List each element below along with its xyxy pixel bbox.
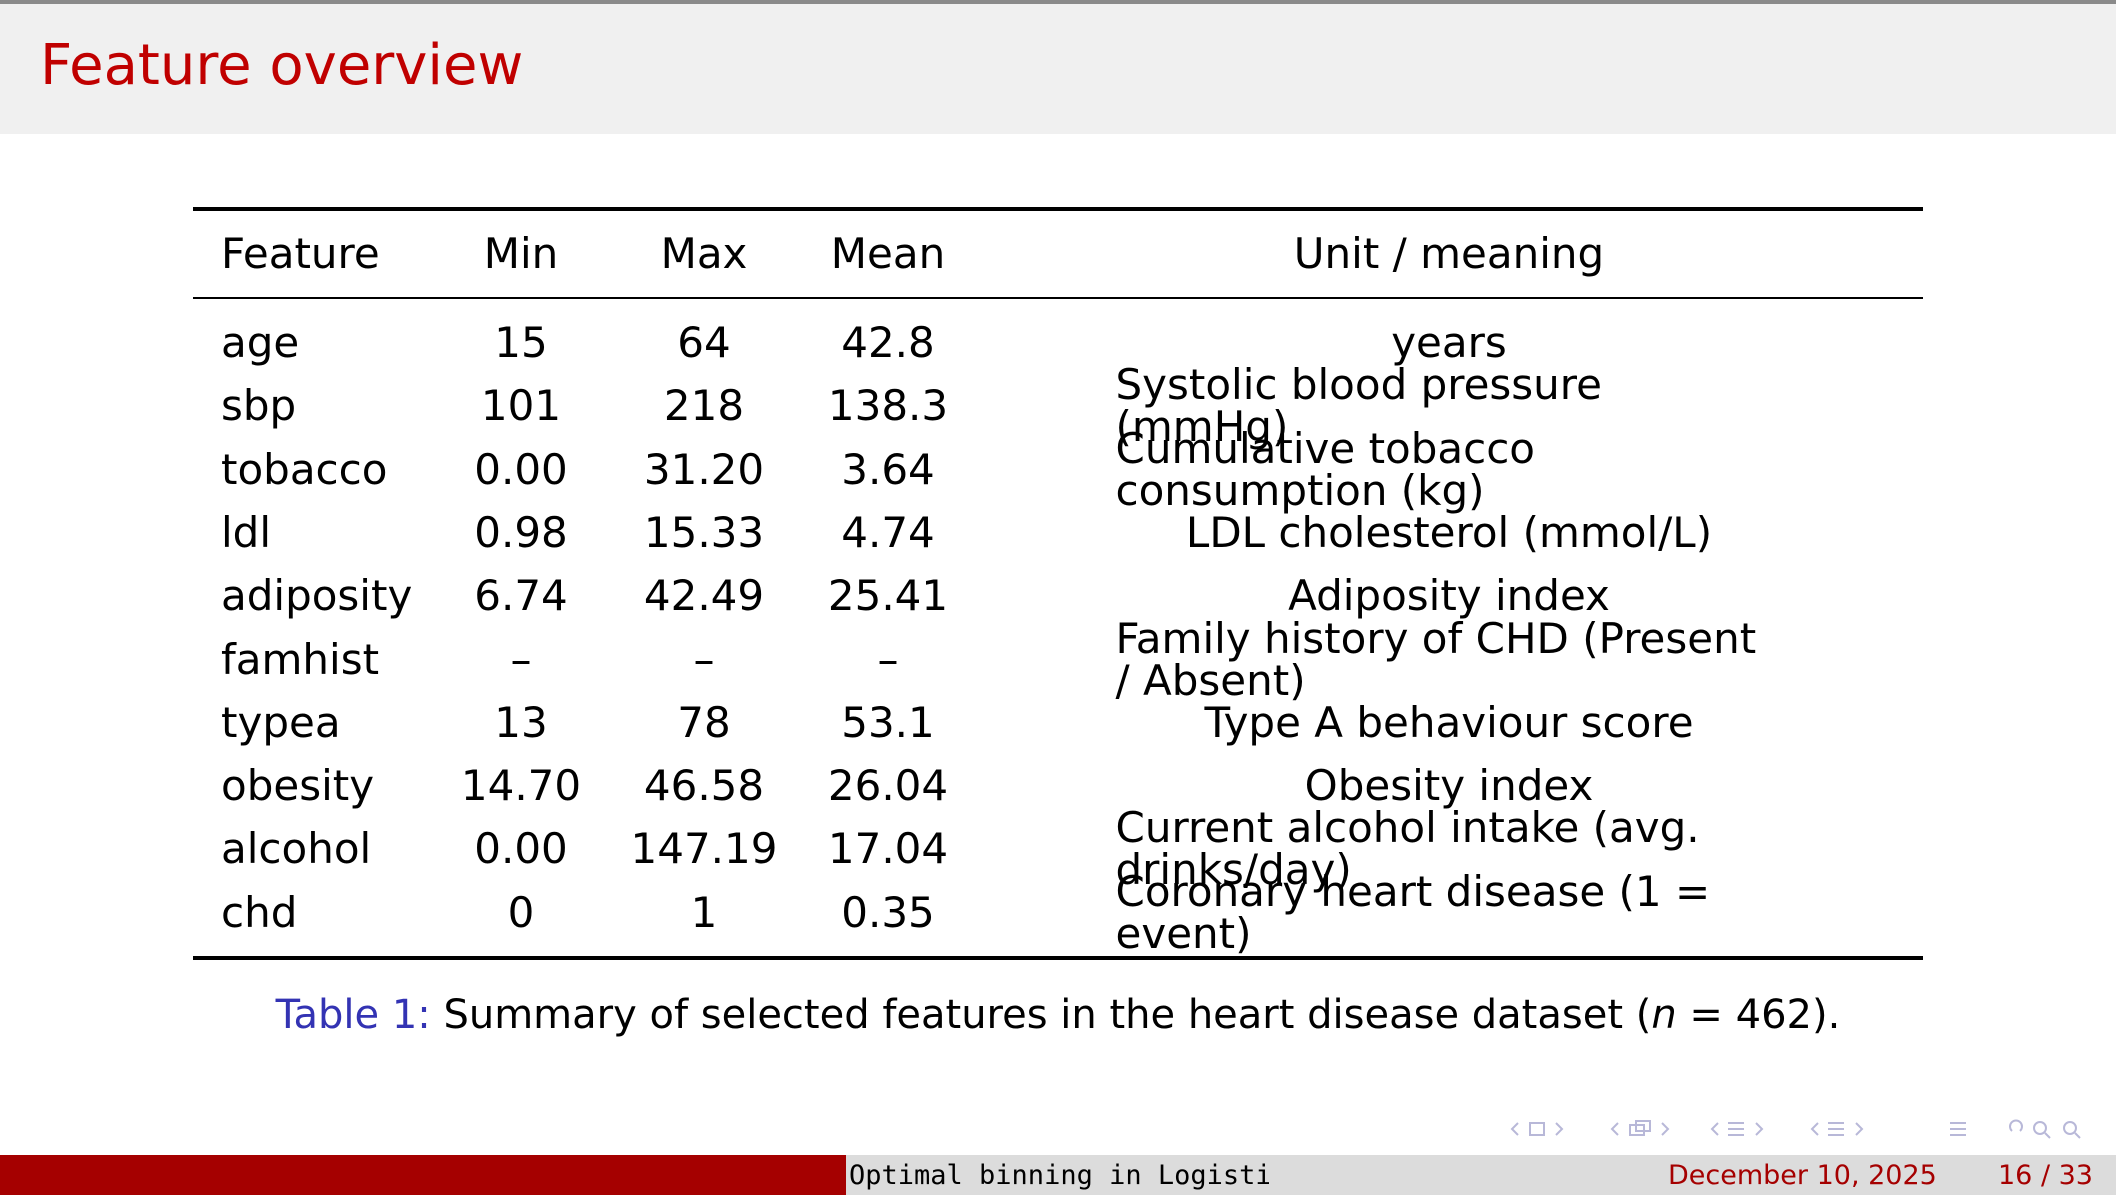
header-cell: Max [660, 229, 748, 278]
table-cell: 14.70 [460, 761, 582, 811]
table-cell: years [1391, 318, 1507, 367]
table-cell: Current alcohol intake (avg. drinks/day) [1115, 803, 1700, 895]
footer-title: Optimal binning in Logistic Re [849, 1160, 1269, 1191]
table-cell: – [510, 634, 532, 684]
table-cell: Obesity index [1304, 761, 1594, 811]
table-cell: 0 [507, 887, 535, 937]
header-band [0, 4, 2116, 134]
table-cell: 15 [494, 318, 548, 367]
table-cell: ldl [221, 507, 271, 557]
table-rule [193, 297, 1923, 299]
table-cell: 15.33 [643, 507, 765, 557]
header-cell: Min [483, 229, 559, 278]
header-cell: Unit / meaning [1293, 229, 1605, 278]
table-caption: Table 1: Summary of selected features in… [0, 992, 2116, 1038]
header-cell: Mean [830, 229, 946, 278]
page-number: 16 / 33 [1998, 1160, 2093, 1191]
table-cell: 101 [480, 381, 562, 431]
table-cell: 42.49 [643, 571, 765, 621]
table-cell: – [693, 634, 715, 684]
header-cell: Feature [221, 229, 380, 278]
table-cell: – [877, 634, 899, 684]
table-cell: 53.1 [841, 697, 935, 747]
table-cell: 26.04 [827, 761, 949, 811]
table-cell: Family history of CHD (Present / Absent) [1115, 613, 1757, 705]
table-cell: 4.74 [841, 507, 935, 557]
table-cell: Systolic blood pressure (mmHg) [1115, 360, 1603, 452]
table-cell: 1 [690, 887, 718, 937]
table-cell: 138.3 [827, 381, 949, 431]
table-cell: Cumulative tobacco consumption (kg) [1115, 423, 1536, 515]
table-rule [193, 207, 1923, 211]
table-cell: chd [221, 887, 298, 937]
table-cell: obesity [221, 761, 375, 811]
table-cell: 17.04 [827, 824, 949, 874]
table-cell: 64 [677, 318, 731, 367]
caption-text: Summary of selected features in the hear… [443, 992, 1652, 1038]
table-cell: famhist [221, 634, 380, 684]
table-cell: 46.58 [643, 761, 765, 811]
footer-bar [0, 1155, 846, 1195]
table-cell: alcohol [221, 824, 372, 874]
table-cell: age [221, 318, 300, 367]
table-cell: 78 [677, 697, 731, 747]
table-rule [193, 956, 1923, 960]
table-cell: 218 [663, 381, 745, 431]
footer-date: December 10, 2025 [1668, 1160, 1937, 1191]
table-cell: 42.8 [841, 318, 935, 367]
table-cell: 6.74 [474, 571, 568, 621]
navigation-icons [1510, 1119, 2081, 1139]
slide-title: Feature overview [40, 33, 524, 98]
footer-bar [846, 1155, 2116, 1195]
caption-label: Table 1: [275, 992, 431, 1038]
table-cell: sbp [221, 381, 297, 431]
table-cell: Type A behaviour score [1204, 697, 1694, 747]
table-cell: typea [221, 697, 341, 747]
table-cell: tobacco [221, 444, 388, 494]
table-cell: adiposity [221, 571, 413, 621]
table-cell: 31.20 [643, 444, 765, 494]
table-cell: 147.19 [630, 824, 778, 874]
table-cell: 25.41 [827, 571, 949, 621]
table-cell: 0.00 [474, 444, 568, 494]
caption-variable: n [1651, 992, 1677, 1038]
caption-text: = 462). [1676, 992, 1841, 1038]
table-cell: 0.35 [841, 887, 935, 937]
table-cell: 13 [494, 697, 548, 747]
table-cell: Adiposity index [1288, 571, 1610, 621]
table-cell: 0.00 [474, 824, 568, 874]
table-cell: LDL cholesterol (mmol/L) [1185, 507, 1713, 557]
table-cell: 3.64 [841, 444, 935, 494]
table-cell: Coronary heart disease (1 = event) [1115, 866, 1711, 958]
top-rule [0, 0, 2116, 4]
table-cell: 0.98 [474, 507, 568, 557]
